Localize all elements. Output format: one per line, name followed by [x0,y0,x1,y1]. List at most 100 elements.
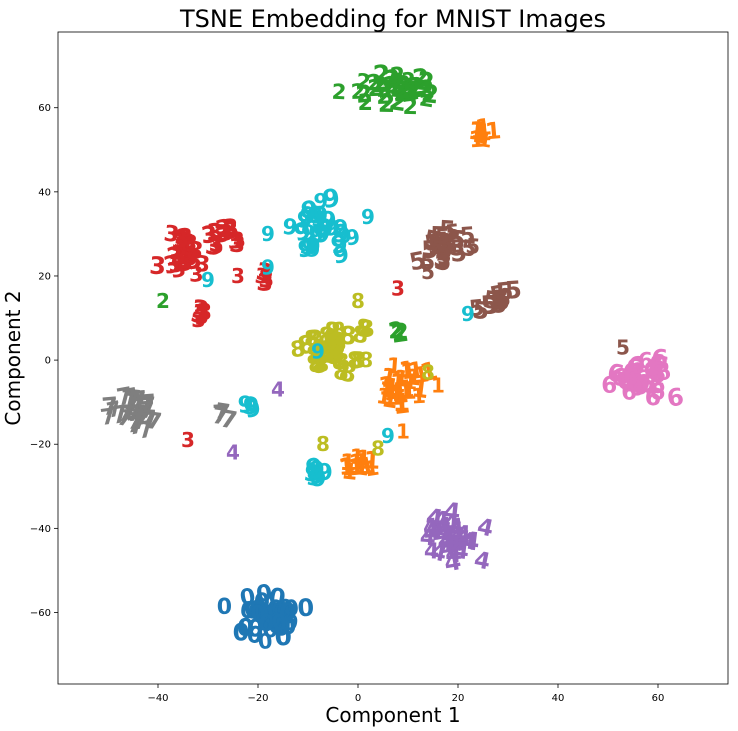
digit-point-3: 3 [170,230,188,257]
digit-point-2: 2 [350,80,365,104]
digit-point-0: 0 [243,595,263,625]
digit-point-1: 1 [391,390,411,420]
digit-point-2: 2 [411,63,430,92]
digit-point-0: 0 [274,597,295,627]
digit-point-7: 7 [125,401,142,426]
y-axis-ticks: −60 −40 −20 0 20 40 60 [30,103,58,619]
digit-point-4: 4 [461,526,482,557]
digit-point-1: 1 [467,116,488,147]
digit-point-8: 8 [371,436,385,460]
digit-point-7: 7 [118,401,137,428]
digit-point-5: 5 [493,286,512,314]
digit-point-4: 4 [455,522,471,548]
digit-point-4: 4 [433,515,455,546]
digit-point-9: 9 [299,194,322,226]
digit-point-8: 8 [329,333,348,359]
digit-point-2: 2 [394,72,413,101]
digit-point-7: 7 [142,408,158,433]
digit-point-4: 4 [472,547,493,576]
digit-point-7: 7 [117,402,134,428]
digit-point-7: 7 [130,395,145,420]
chart-title: TSNE Embedding for MNIST Images [179,5,606,33]
digit-point-1: 1 [402,369,418,394]
digit-point-7: 7 [104,396,123,423]
digit-point-1: 1 [337,452,359,483]
digit-point-5: 5 [438,215,456,244]
digit-point-8: 8 [315,339,332,364]
digit-point-4: 4 [446,513,466,543]
digit-point-2: 2 [387,86,408,117]
digit-point-9: 9 [310,466,328,492]
x-axis-title: Component 1 [325,703,460,727]
digit-point-5: 5 [488,284,510,316]
digit-point-1: 1 [469,116,491,147]
digit-point-1: 1 [381,375,399,404]
x-tick-label: 20 [452,693,465,704]
digit-point-1: 1 [356,453,377,482]
digit-point-0: 0 [255,580,274,608]
digit-point-1: 1 [339,450,356,477]
digit-point-4: 4 [445,540,462,568]
digit-point-6: 6 [655,353,670,377]
digit-point-3: 3 [183,245,204,276]
digit-point-8: 8 [304,326,319,350]
digit-point-7: 7 [120,383,141,412]
digit-point-1: 1 [363,446,381,475]
digit-point-4: 4 [448,517,464,542]
digit-point-8: 8 [323,330,341,356]
digit-point-1: 1 [391,366,410,393]
digit-point-1: 1 [388,384,405,411]
digit-point-9: 9 [316,213,336,243]
digit-point-3: 3 [149,252,167,281]
digit-point-5: 5 [492,286,510,316]
digit-point-0: 0 [275,593,295,623]
digit-point-2: 2 [402,95,418,120]
digit-point-3: 3 [180,230,199,258]
digit-point-9: 9 [344,225,362,251]
digit-point-3: 3 [254,264,271,289]
digit-point-5: 5 [435,224,451,249]
digit-point-1: 1 [398,357,415,383]
digit-point-2: 2 [376,84,392,110]
digit-point-0: 0 [278,611,297,640]
digit-point-8: 8 [321,343,338,369]
digit-point-5: 5 [430,222,447,250]
digit-point-6: 6 [665,383,686,413]
digit-point-1: 1 [431,373,445,397]
digit-point-7: 7 [131,408,150,435]
digit-point-2: 2 [381,66,399,93]
digit-point-8: 8 [358,348,373,372]
digit-point-3: 3 [181,428,195,452]
digit-point-3: 3 [176,223,195,252]
digit-point-1: 1 [377,371,396,401]
x-tick-label: 0 [355,693,361,704]
digit-point-7: 7 [138,389,157,418]
digit-point-5: 5 [493,286,509,312]
digit-point-6: 6 [625,369,646,398]
digit-point-9: 9 [331,219,351,249]
digit-point-7: 7 [144,408,163,436]
digit-point-0: 0 [270,607,287,633]
digit-point-0: 0 [278,604,294,630]
x-tick-label: 40 [552,693,565,704]
digit-point-6: 6 [633,366,652,394]
digit-point-4: 4 [450,530,465,554]
digit-point-5: 5 [444,219,461,245]
digit-point-6: 6 [641,371,658,399]
digit-point-1: 1 [474,114,493,142]
digit-point-5: 5 [504,276,523,305]
digit-point-3: 3 [171,230,188,257]
digit-point-1: 1 [379,376,401,407]
digit-point-7: 7 [210,403,229,431]
digit-point-1: 1 [484,118,502,145]
digit-point-5: 5 [434,243,454,270]
digit-point-3: 3 [229,228,248,255]
y-axis-title: Component 2 [1,290,25,425]
digit-point-9: 9 [281,215,299,242]
digit-point-3: 3 [213,220,230,248]
digit-point-6: 6 [644,383,663,412]
digit-point-3: 3 [190,294,210,325]
digit-point-8: 8 [314,352,329,376]
digit-point-5: 5 [447,226,468,255]
